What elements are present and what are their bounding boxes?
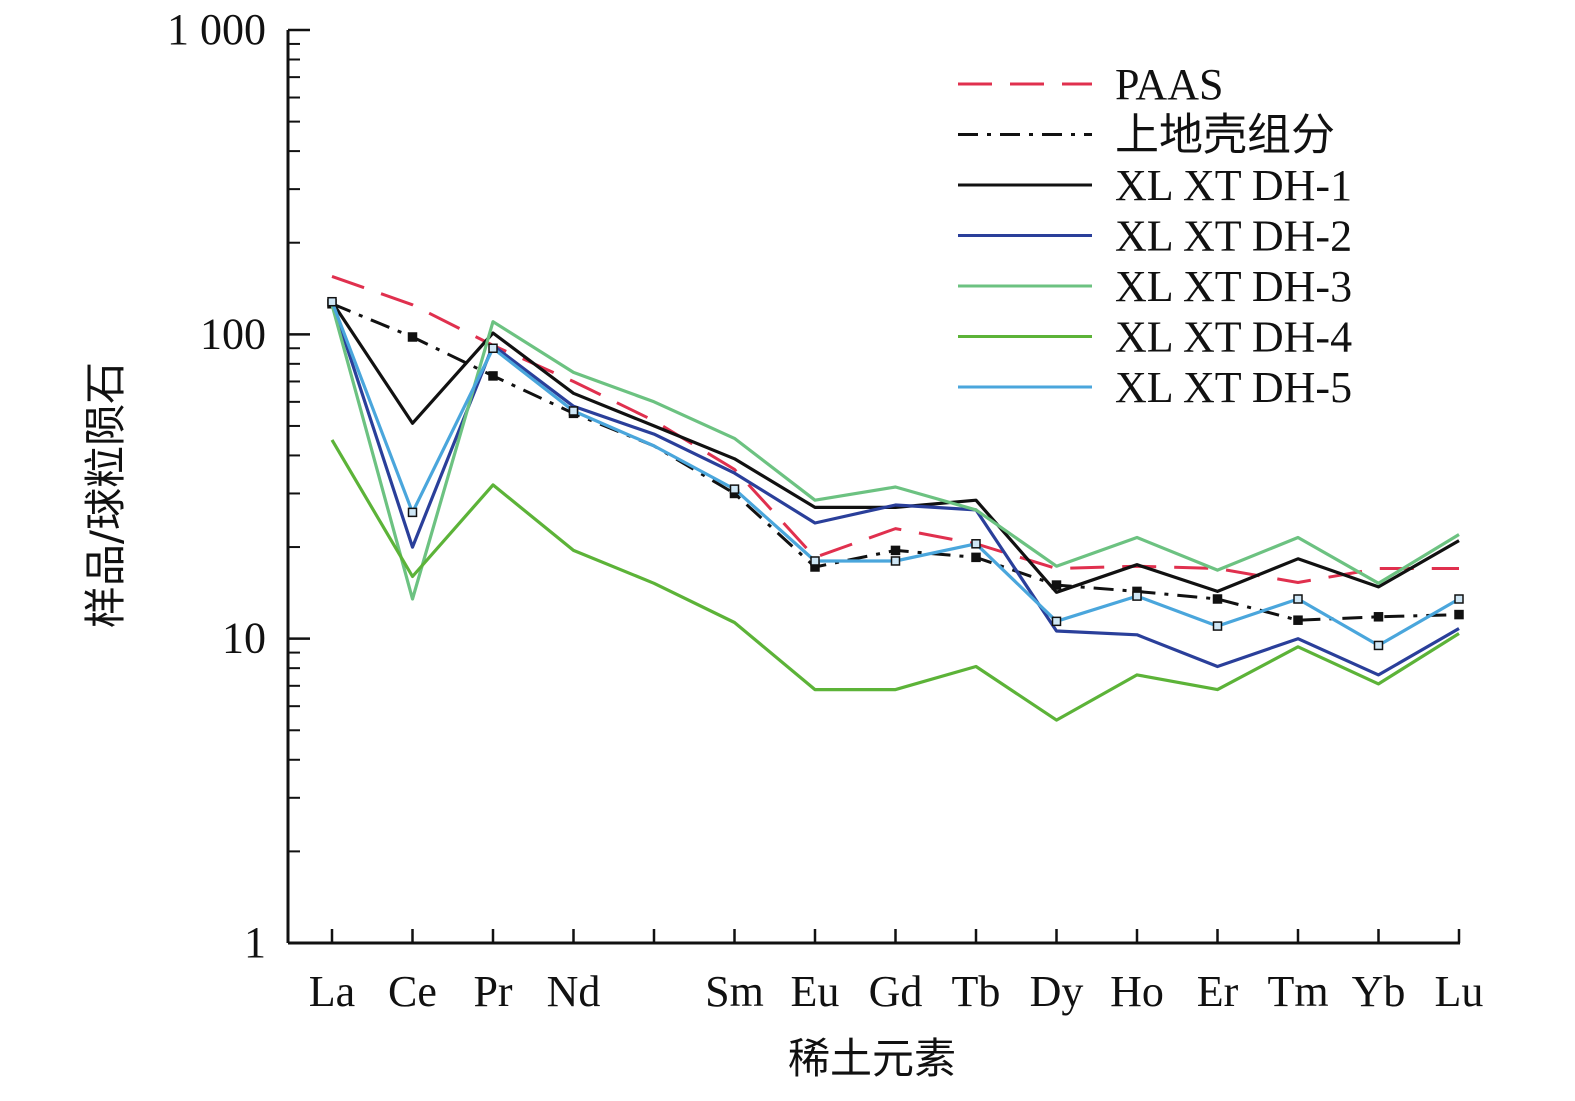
data-point (488, 343, 498, 354)
data-point (568, 406, 579, 416)
x-tick-label: Eu (791, 967, 840, 1016)
data-point (407, 507, 418, 518)
series-line (330, 304, 1460, 601)
legend-item: XL XT DH-4 (958, 313, 1352, 362)
data-point (488, 371, 498, 381)
legend-label: XL XT DH-1 (1115, 161, 1352, 210)
legend-label: PAAS (1115, 60, 1223, 109)
y-tick-label: 100 (200, 309, 266, 358)
legend-item: XL XT DH-2 (958, 212, 1352, 261)
data-point (1051, 580, 1062, 590)
series-line (330, 300, 1460, 594)
series-5 (330, 304, 1460, 601)
y-tick-label: 10 (222, 614, 266, 663)
x-tick-label: Gd (869, 967, 923, 1016)
legend-item: XL XT DH-5 (958, 363, 1352, 412)
y-tick-label: 1 (244, 918, 266, 967)
data-point (1212, 621, 1223, 631)
x-tick-label: Lu (1435, 967, 1484, 1016)
x-tick-label: Ho (1110, 967, 1164, 1016)
data-point (1373, 612, 1384, 622)
series-line (330, 439, 1460, 722)
data-point (729, 484, 740, 494)
x-axis-title: 稀土元素 (788, 1034, 956, 1083)
data-point (1293, 615, 1303, 625)
series-1 (331, 274, 1459, 584)
axes: 1 10 100 1 000 La Ce Pr Nd Sm Eu Gd Tb Dy Ho Er Tm Yb Lu (167, 5, 1483, 1016)
data-point (1132, 591, 1142, 601)
x-tick-label: Pr (473, 967, 512, 1016)
x-tick-label: Nd (547, 967, 601, 1016)
series-3 (330, 300, 1460, 594)
data-point (1454, 594, 1464, 604)
data-point (890, 556, 901, 566)
y-axis-title: 样品/球粒陨石 (81, 362, 130, 628)
data-point (407, 332, 418, 342)
x-tick-label: Tm (1267, 967, 1328, 1016)
legend-label: 上地壳组分 (1115, 111, 1335, 160)
x-tick-label: Yb (1352, 967, 1406, 1016)
legend-item: XL XT DH-3 (958, 262, 1352, 311)
y-tick-label: 1 000 (167, 5, 266, 54)
data-point (971, 539, 981, 549)
legend-label: XL XT DH-4 (1115, 313, 1352, 362)
legend-item: PAAS (958, 60, 1223, 109)
x-tick-label: Er (1197, 967, 1239, 1016)
data-point (1373, 640, 1384, 651)
series-layer (327, 274, 1464, 722)
series-line (331, 274, 1459, 584)
data-point (1293, 594, 1303, 604)
data-point (1212, 594, 1223, 604)
legend-label: XL XT DH-2 (1115, 212, 1352, 261)
x-tick-label: Sm (705, 967, 764, 1016)
series-2 (327, 299, 1464, 625)
series-6 (330, 439, 1460, 722)
data-point (971, 552, 981, 563)
legend-label: XL XT DH-5 (1115, 363, 1352, 412)
x-tick-label: Ce (388, 967, 437, 1016)
series-line (330, 301, 1460, 677)
series-4 (330, 301, 1460, 677)
data-point (1454, 609, 1464, 620)
x-tick-label: La (309, 967, 355, 1016)
data-point (327, 296, 337, 307)
series-7 (327, 296, 1464, 651)
legend-item: XL XT DH-1 (958, 161, 1352, 210)
data-point (890, 545, 901, 556)
legend-label: XL XT DH-3 (1115, 262, 1352, 311)
data-point (810, 556, 820, 566)
x-tick-label: Dy (1030, 967, 1084, 1016)
x-tick-label: Tb (952, 967, 1001, 1016)
data-point (1051, 616, 1062, 627)
legend-item: 上地壳组分 (958, 111, 1335, 160)
